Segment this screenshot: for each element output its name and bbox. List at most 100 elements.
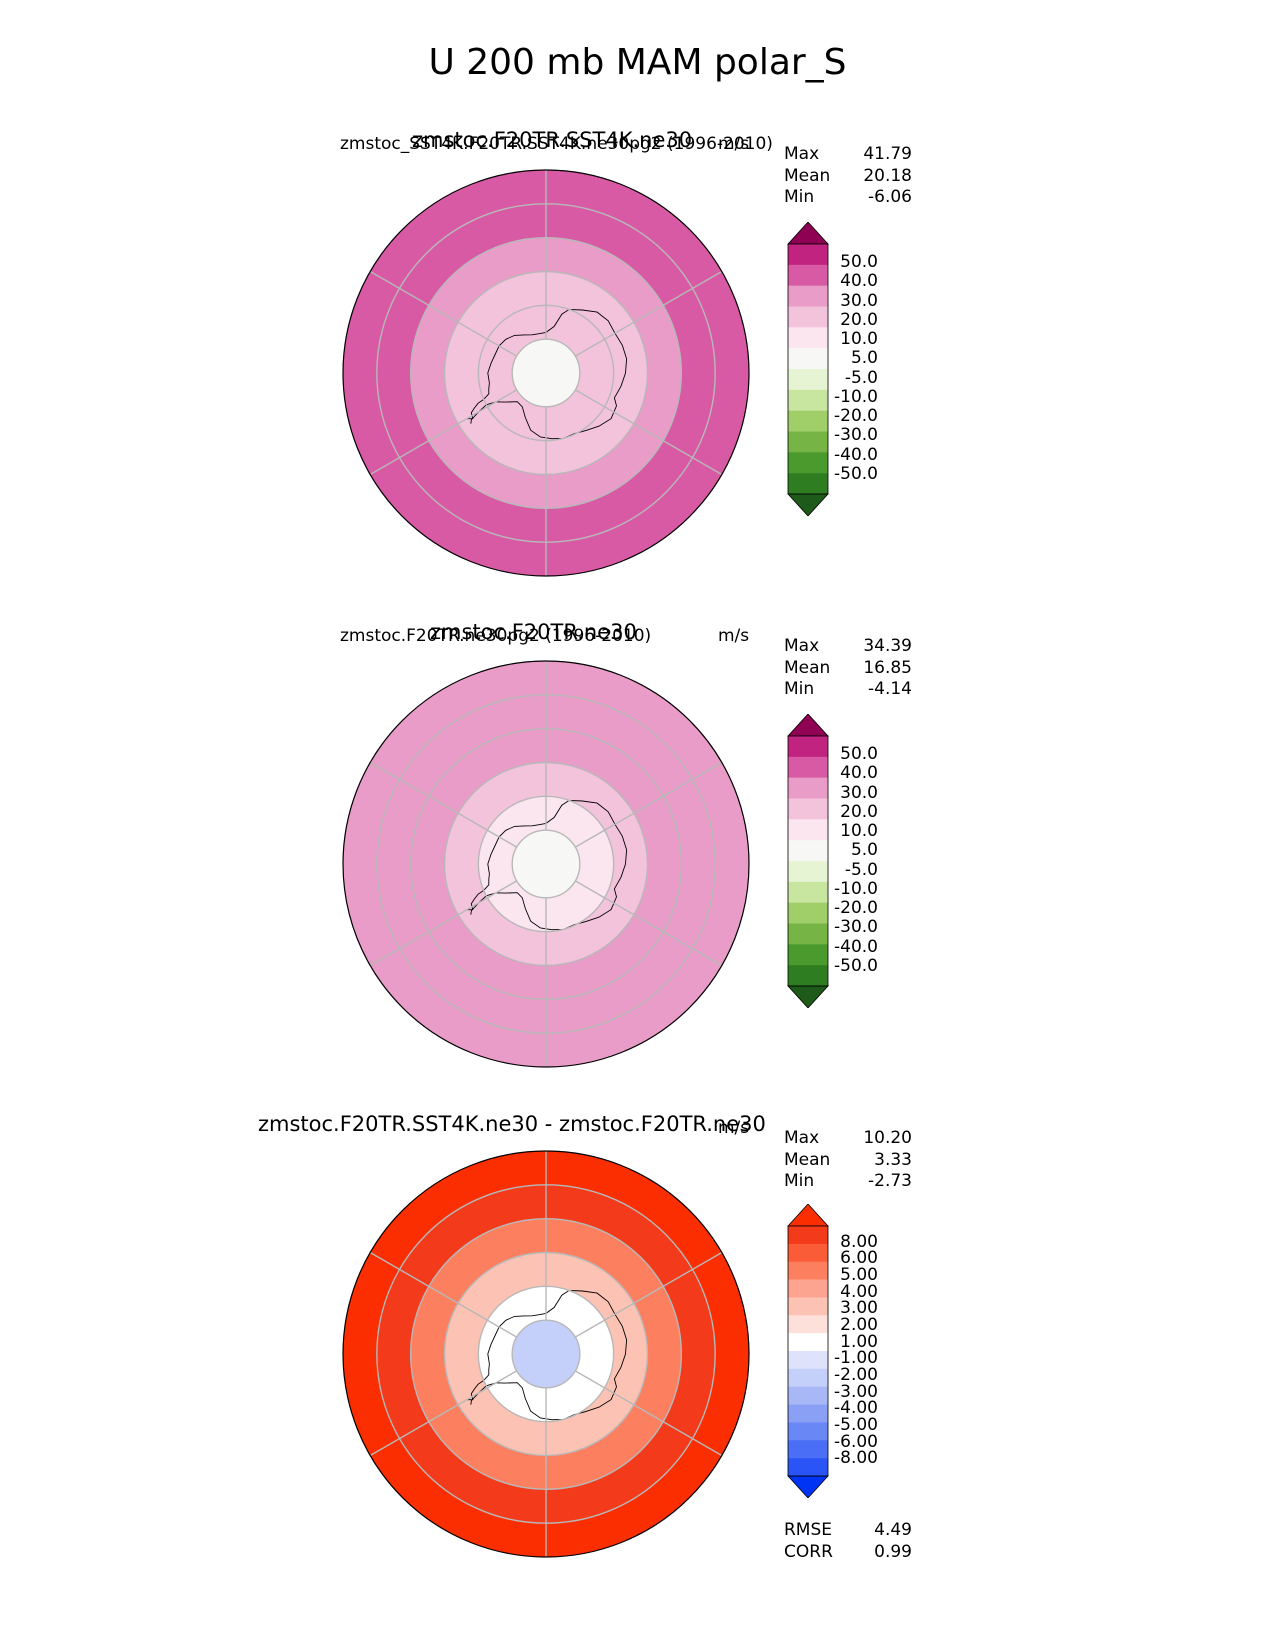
colorbar-extend-min (787, 985, 829, 1008)
colorbar-segment-10 (788, 452, 828, 474)
stat-mean-label: Mean (784, 657, 831, 678)
colorbar-segment-6 (788, 369, 828, 391)
colorbar-tick-label: -40.0 (834, 936, 878, 957)
colorbar-tick-label: 4.00 (840, 1281, 878, 1302)
colorbar-tick-label: -50.0 (834, 955, 878, 976)
colorbar-tick-label: 10.0 (840, 329, 878, 350)
panel-difference-metrics: RMSE 4.49 CORR 0.99 (784, 1520, 912, 1563)
colorbar-tick-label: -20.0 (834, 898, 878, 919)
colorbar-segment-0 (788, 244, 828, 266)
colorbar-segment-3 (788, 306, 828, 328)
stat-min-value: -4.14 (868, 679, 912, 699)
stat-max-value: 10.20 (863, 1128, 912, 1148)
colorbar-segment-1 (788, 1243, 828, 1263)
colorbar-tick-label: 5.0 (850, 840, 878, 861)
stat-min-value: -6.06 (868, 187, 912, 207)
colorbar-segment-7 (788, 1351, 828, 1370)
stat-min-label: Min (784, 1171, 815, 1191)
colorbar-frame (787, 243, 829, 495)
colorbar-tick-label: 30.0 (840, 782, 878, 803)
colorbar-frame (787, 735, 829, 987)
colorbar-tick-label: 2.00 (840, 1315, 878, 1335)
colorbar-tick-label: 8.00 (840, 1231, 878, 1252)
colorbar-segment-4 (788, 819, 828, 841)
panel-test-units: m/s (718, 134, 750, 154)
colorbar-segment-8 (788, 902, 828, 924)
stat-min-label: Min (784, 187, 815, 207)
coastline (466, 308, 628, 440)
stat-min-label: Min (784, 679, 815, 699)
colorbar-tick-label: 50.0 (840, 252, 878, 273)
panel-reference-units: m/s (718, 626, 750, 646)
metric-rmse-label: RMSE (784, 1520, 833, 1540)
coastline (466, 1289, 628, 1421)
colorbar-segment-5 (788, 348, 828, 370)
graticule-lon-4 (369, 270, 518, 357)
colorbar-segment-5 (788, 1315, 828, 1334)
stat-mean-value: 16.85 (863, 657, 912, 678)
colorbar-tick-label: -30.0 (834, 425, 878, 446)
panel-reference-left-label: zmstoc.F20TR.ne30pg2 (1996-2010) (340, 626, 652, 646)
colorbar-tick-label: 40.0 (840, 271, 878, 292)
stat-mean-value: 3.33 (874, 1149, 912, 1170)
colorbar-segment-9 (788, 923, 828, 945)
panel-test-left-label: zmstoc_SST4K.F20TR.SST4K.ne30pg2 (1996-2… (340, 134, 773, 154)
colorbar-test (787, 222, 829, 516)
colorbar-segment-11 (788, 965, 828, 987)
colorbar-reference (787, 714, 829, 1008)
colorbar-segment-4 (788, 327, 828, 349)
colorbar-tick-label: 1.00 (840, 1331, 878, 1352)
graticule-lat-4 (511, 829, 581, 899)
colorbar-tick-label: 20.0 (840, 801, 878, 822)
colorbar-segment-7 (788, 881, 828, 903)
colorbar-tick-label: -10.0 (834, 878, 878, 899)
polar-map-test (342, 169, 750, 577)
graticule-lon-5 (369, 880, 518, 967)
colorbar-extend-max (787, 1204, 829, 1227)
colorbar-tick-label: -2.00 (834, 1365, 878, 1385)
colorbar-segment-6 (788, 1333, 828, 1352)
panel-reference-title: zmstoc.F20TR.ne30 (430, 620, 637, 644)
colorbar-tick-label: -5.00 (834, 1415, 878, 1435)
colorbar-segment-11 (788, 1422, 828, 1441)
field-band-5 (512, 339, 580, 407)
stat-mean-label: Mean (784, 1149, 831, 1170)
stat-min-value: -2.73 (868, 1171, 912, 1191)
field-band-5 (512, 1320, 580, 1388)
colorbar-tick-label: 10.0 (840, 821, 878, 842)
colorbar-segment-0 (788, 1226, 828, 1245)
stat-max-value: 34.39 (863, 636, 912, 656)
colorbar-extend-max (787, 222, 829, 245)
field-band-5 (512, 830, 580, 898)
metric-rmse-value: 4.49 (874, 1520, 912, 1540)
colorbar-segment-9 (788, 1386, 828, 1405)
graticule-lon-1 (574, 880, 723, 967)
colorbar-tick-label: 20.0 (840, 309, 878, 330)
coastline (466, 799, 628, 931)
colorbar-tick-label: -40.0 (834, 444, 878, 465)
panel-difference-title: zmstoc.F20TR.SST4K.ne30 - zmstoc.F20TR.n… (258, 1112, 766, 1136)
graticule-lon-5 (369, 389, 518, 476)
graticule-lon-1 (574, 1370, 723, 1457)
colorbar-segment-2 (788, 777, 828, 799)
colorbar-extend-max (787, 714, 829, 737)
panel-test-title: zmstoc.F20TR.SST4K.ne30 (412, 128, 693, 152)
colorbar-segment-0 (788, 736, 828, 758)
colorbar-tick-label: 30.0 (840, 290, 878, 311)
metric-corr-label: CORR (784, 1541, 833, 1562)
colorbar-segment-2 (788, 1261, 828, 1280)
colorbar-segment-5 (788, 840, 828, 862)
colorbar-extend-min (787, 1475, 829, 1498)
colorbar-segment-8 (788, 1368, 828, 1388)
colorbar-segment-2 (788, 285, 828, 307)
stat-mean-label: Mean (784, 165, 831, 186)
stat-max-label: Max (784, 144, 820, 164)
graticule-lon-2 (574, 1251, 723, 1338)
polar-map-reference (342, 660, 750, 1068)
colorbar-segment-3 (788, 798, 828, 820)
colorbar-tick-label: -6.00 (834, 1431, 878, 1452)
map-boundary (342, 169, 750, 577)
colorbar-tick-label: -50.0 (834, 463, 878, 484)
colorbar-segment-10 (788, 1404, 828, 1423)
panel-difference-stats: Max 10.20 Mean 3.33 Min -2.73 (784, 1128, 912, 1193)
